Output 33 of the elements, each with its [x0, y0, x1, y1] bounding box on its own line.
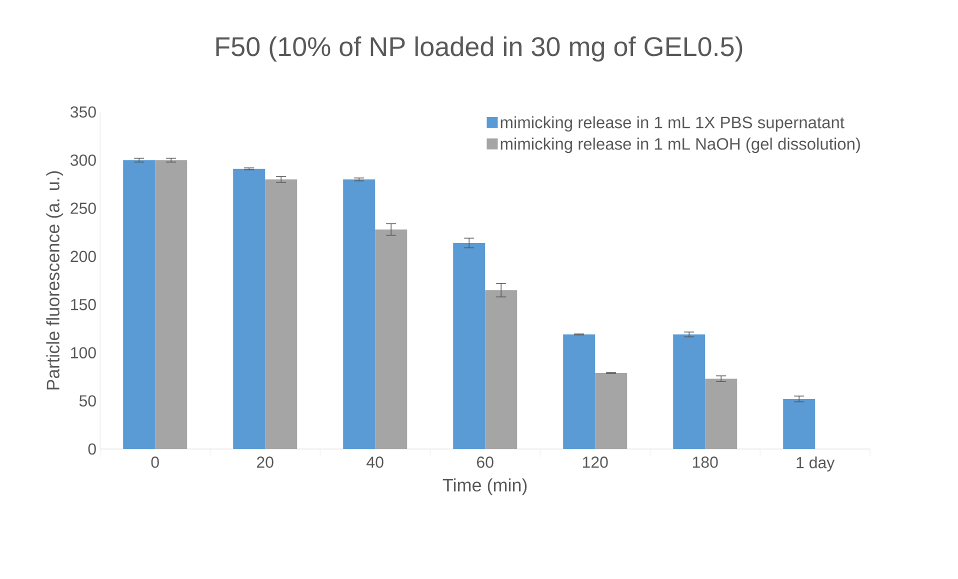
bar	[485, 290, 518, 450]
bar	[265, 179, 298, 450]
y-tick-label: 100	[71, 347, 96, 358]
bar	[705, 378, 738, 450]
chart-title: F50 (10% of NP loaded in 30 mg of GEL0.5)	[216, 36, 742, 62]
bar	[673, 334, 706, 450]
y-tick-label: 150	[71, 298, 96, 310]
x-tick-label: 120	[582, 456, 608, 468]
y-tick-label: 350	[70, 106, 96, 118]
bar	[155, 160, 188, 450]
y-tick-label: 250	[70, 202, 96, 214]
legend-label: mimicking release in 1 mL 1X PBS supernatant	[500, 116, 844, 132]
bar	[343, 179, 376, 450]
y-tick-label: 0	[88, 443, 96, 455]
bar	[123, 160, 156, 450]
x-tick-label: 60	[477, 456, 494, 468]
bar	[375, 229, 408, 450]
y-tick-label: 300	[70, 154, 96, 166]
bar	[595, 372, 628, 450]
x-axis-title: Time (min)	[442, 478, 527, 496]
bar	[783, 398, 816, 450]
y-tick-label: 200	[70, 250, 96, 262]
bar	[563, 334, 596, 450]
x-tick-label: 0	[151, 456, 159, 468]
x-tick-label: 180	[692, 456, 718, 468]
x-tick-label: 40	[366, 456, 384, 468]
x-tick-label: 1 day	[796, 456, 835, 472]
bar	[453, 242, 486, 450]
bar	[233, 168, 266, 450]
legend-label: mimicking release in 1 mL NaOH (gel dissolution)	[500, 138, 860, 154]
x-tick-label: 20	[257, 456, 274, 468]
y-axis-title: Particle fluorescence (a. u.)	[46, 171, 64, 390]
y-tick-label: 50	[79, 395, 96, 407]
